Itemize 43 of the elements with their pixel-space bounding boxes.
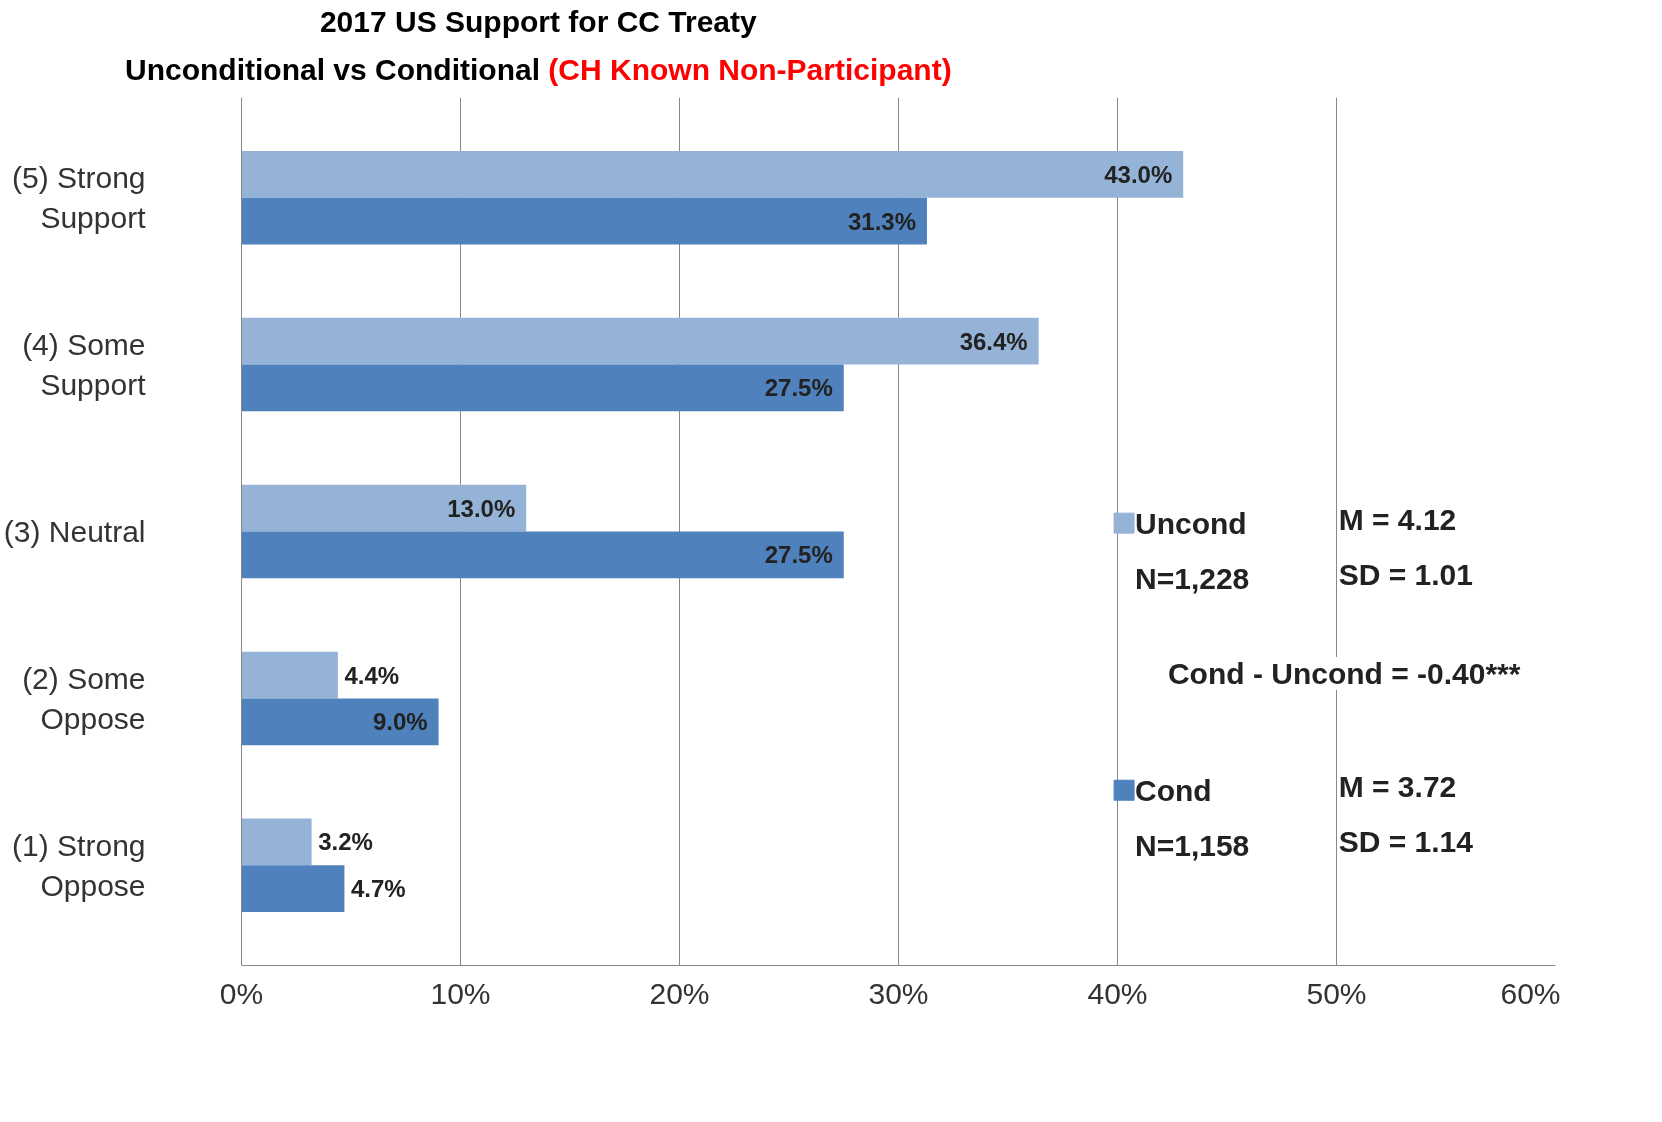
bar bbox=[241, 531, 844, 579]
chart-subtitle: Unconditional vs Conditional (CH Known Non-Participant) bbox=[125, 53, 952, 86]
data-label: 3.2% bbox=[318, 828, 373, 856]
data-label: 4.7% bbox=[351, 875, 406, 903]
bar bbox=[241, 197, 927, 245]
x-tick-label: 0% bbox=[219, 976, 264, 1010]
bar bbox=[241, 484, 527, 532]
data-label: 31.3% bbox=[847, 207, 917, 235]
x-tick-label: 10% bbox=[430, 976, 491, 1010]
data-label: 36.4% bbox=[959, 327, 1028, 355]
annotation: M = 4.12 bbox=[1338, 503, 1457, 537]
x-tick-label: 50% bbox=[1306, 976, 1367, 1010]
y-tick-label: (5) Strong Support bbox=[12, 161, 147, 234]
annotation: N=1,228 bbox=[1135, 561, 1250, 595]
x-tick-label: 60% bbox=[1500, 976, 1561, 1010]
x-tick-label: 20% bbox=[649, 976, 710, 1010]
annotation: SD = 1.14 bbox=[1338, 825, 1474, 859]
bar bbox=[241, 150, 1184, 198]
bar bbox=[241, 698, 439, 746]
annotation: M = 3.72 bbox=[1338, 770, 1457, 804]
y-tick-label: (4) Some Support bbox=[22, 328, 147, 401]
data-label: 27.5% bbox=[764, 541, 833, 569]
y-tick-label: (2) Some Oppose bbox=[22, 662, 146, 735]
legend-label: Cond bbox=[1135, 773, 1212, 807]
data-label: 27.5% bbox=[764, 374, 833, 402]
chart-title: 2017 US Support for CC Treaty bbox=[318, 5, 758, 39]
bar bbox=[241, 865, 345, 913]
annotation: SD = 1.01 bbox=[1338, 558, 1473, 592]
y-tick-label: (3) Neutral bbox=[3, 515, 146, 548]
x-tick-label: 30% bbox=[868, 976, 929, 1010]
data-label: 9.0% bbox=[372, 708, 428, 736]
x-tick-label: 40% bbox=[1087, 976, 1148, 1010]
bar bbox=[241, 364, 844, 412]
legend-label: Uncond bbox=[1135, 506, 1247, 540]
data-label: 43.0% bbox=[1104, 160, 1173, 188]
data-label: 13.0% bbox=[447, 494, 516, 522]
bar bbox=[241, 818, 312, 866]
bar bbox=[241, 651, 338, 699]
annotation: Cond - Uncond = -0.40*** bbox=[1167, 656, 1521, 690]
bar bbox=[241, 317, 1039, 365]
data-label: 4.4% bbox=[344, 661, 400, 689]
y-tick-label: (1) Strong Oppose bbox=[12, 829, 146, 902]
annotation: N=1,158 bbox=[1135, 828, 1250, 862]
